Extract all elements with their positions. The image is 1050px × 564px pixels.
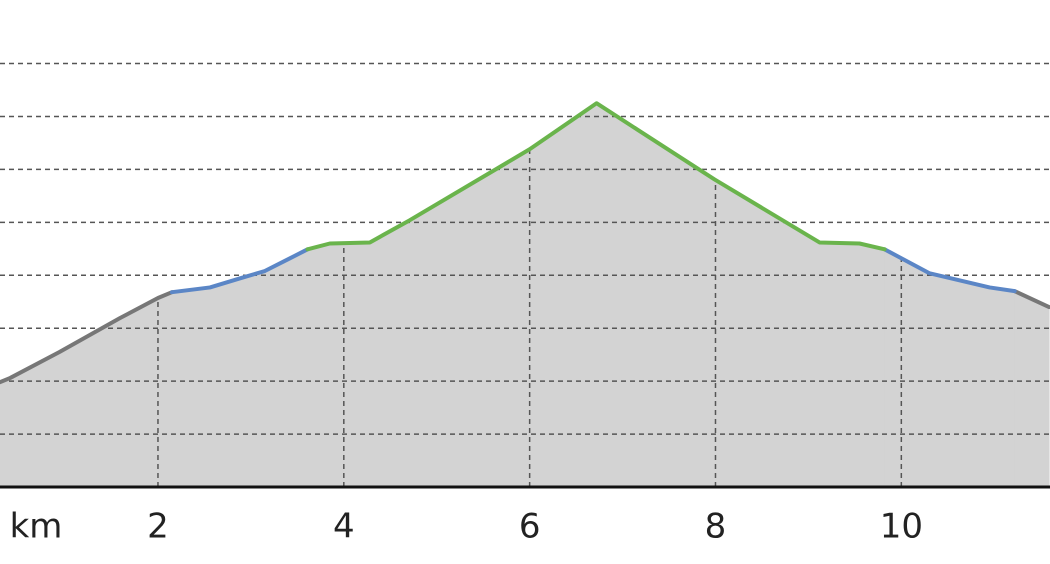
profile-line: [169, 247, 1017, 295]
x-axis-label: km: [10, 507, 63, 547]
x-tick-label: 2: [147, 507, 169, 547]
profile-line: [305, 101, 887, 252]
x-tick-label: 6: [519, 507, 541, 547]
x-tick-label: 4: [333, 507, 355, 547]
profile-line: [0, 289, 1050, 385]
area: [307, 102, 886, 488]
x-tick-label: 8: [705, 507, 727, 547]
x-tick-label: 10: [880, 507, 923, 547]
